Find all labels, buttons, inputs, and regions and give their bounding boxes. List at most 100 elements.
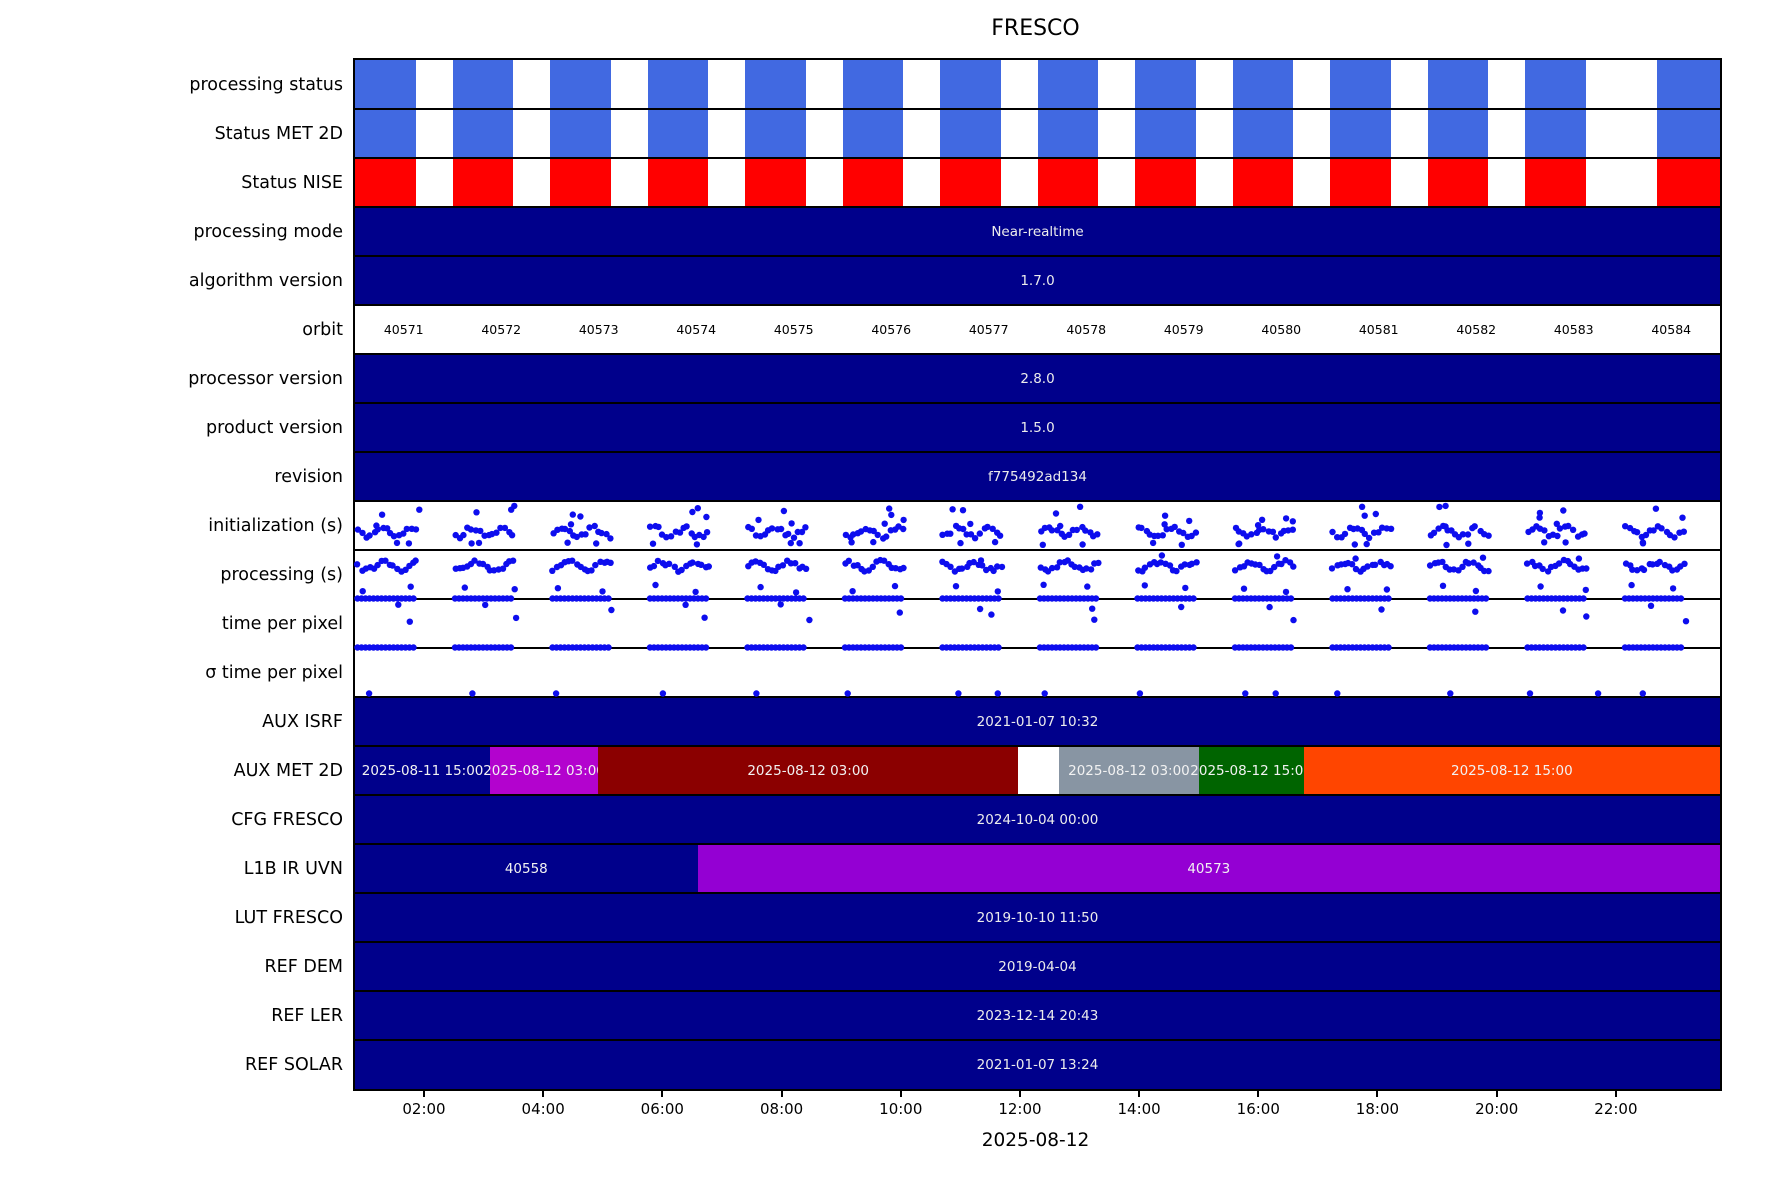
segment-value: 2025-08-12 03:00 xyxy=(1068,762,1190,779)
x-axis: 02:00 04:00 06:00 08:00 10:00 12:00 14:00 16:00… xyxy=(353,1089,1718,1133)
row-separator xyxy=(355,843,1720,845)
status-block xyxy=(355,158,416,207)
scatter-point xyxy=(374,561,381,569)
x-tick-label: 06:00 xyxy=(640,1100,684,1118)
row-label-status-met-2d: Status MET 2D xyxy=(214,123,343,144)
scatter-point xyxy=(1536,509,1544,517)
scatter-point xyxy=(678,566,685,574)
status-block xyxy=(647,109,709,158)
scatter-point xyxy=(1289,526,1296,533)
scatter-point xyxy=(382,557,389,564)
row-label-ref-dem: REF DEM xyxy=(264,956,343,977)
row-l1b-ir-uvn: L1B IR UVN 40558 40573 xyxy=(244,844,1720,893)
row-status-met-2d: Status MET 2D xyxy=(215,109,1720,158)
scatter-point xyxy=(650,562,658,570)
scatter-point xyxy=(757,583,764,591)
scatter-point xyxy=(994,563,1001,570)
scatter-point xyxy=(407,583,414,590)
scatter-point xyxy=(995,644,1002,651)
bar-value: 1.7.0 xyxy=(1020,272,1055,289)
scatter-point xyxy=(569,557,576,564)
segment-value: 2025-08-12 15:00 xyxy=(1190,762,1312,779)
scatter-point xyxy=(1430,529,1438,536)
scatter-point xyxy=(1583,613,1590,620)
timeline-segment: 2025-08-12 03:00 xyxy=(483,746,605,795)
bar-value: 2019-10-10 11:50 xyxy=(976,909,1099,926)
scatter-point xyxy=(785,530,792,538)
scatter-point xyxy=(896,609,903,616)
scatter-point xyxy=(1065,531,1073,538)
row-label-revision: revision xyxy=(274,466,343,487)
row-separator xyxy=(355,941,1720,943)
row-separator xyxy=(355,892,1720,894)
scatter-point xyxy=(1640,566,1648,574)
scatter-point xyxy=(1328,565,1336,572)
scatter-point xyxy=(800,595,807,602)
scatter-point xyxy=(1677,595,1685,602)
scatter-point xyxy=(1173,567,1180,575)
status-block xyxy=(1427,60,1489,109)
status-block xyxy=(1135,158,1196,207)
scatter-point xyxy=(689,559,696,566)
scatter-point xyxy=(1681,560,1688,567)
scatter-point xyxy=(996,532,1004,539)
row-separator xyxy=(355,206,1720,208)
row-separator xyxy=(355,696,1720,698)
scatter-point xyxy=(1154,532,1162,539)
scatter-point xyxy=(1647,602,1655,609)
scatter-point xyxy=(698,561,705,568)
row-label-cfg-fresco: CFG FRESCO xyxy=(231,809,343,830)
scatter-point xyxy=(880,557,888,564)
row-separator xyxy=(355,108,1720,110)
scatter-point xyxy=(991,538,999,546)
row-separator xyxy=(355,1039,1720,1041)
scatter-point xyxy=(599,588,606,595)
row-label-orbit: orbit xyxy=(302,319,343,340)
x-tick-mark xyxy=(899,1089,902,1097)
scatter-point xyxy=(509,557,517,564)
scatter-point xyxy=(1439,582,1447,589)
x-tick-label: 08:00 xyxy=(759,1100,804,1118)
scatter-point xyxy=(1178,541,1185,548)
scatter-point xyxy=(1186,517,1193,525)
status-block xyxy=(745,158,806,207)
scatter-point xyxy=(1329,528,1336,536)
status-block xyxy=(1427,158,1489,207)
bar-value: 2019-04-04 xyxy=(998,958,1077,975)
scatter-point xyxy=(1278,560,1285,568)
scatter-point xyxy=(654,557,662,565)
scatter-point xyxy=(1193,559,1200,566)
scatter-point xyxy=(802,565,810,572)
scatter-point xyxy=(780,507,788,515)
scatter-point xyxy=(1290,563,1297,570)
row-separator xyxy=(355,157,1720,159)
scatter-point xyxy=(1580,595,1587,602)
scatter-point xyxy=(900,525,907,533)
scatter-point xyxy=(1555,560,1563,567)
scatter-point xyxy=(354,526,362,533)
scatter-point xyxy=(1272,534,1279,541)
scatter-point xyxy=(1628,581,1635,589)
scatter-point xyxy=(468,540,475,547)
timeline-segment: 2025-08-12 15:00 xyxy=(1303,746,1720,795)
scatter-point xyxy=(1650,527,1657,534)
scatter-point xyxy=(671,563,678,570)
scatter-point xyxy=(1365,534,1373,542)
scatter-point xyxy=(1190,595,1197,602)
scatter-point xyxy=(1541,539,1548,546)
row-cfg-fresco: CFG FRESCO 2024-10-04 00:00 xyxy=(231,795,1720,844)
scatter-point xyxy=(512,614,520,622)
row-separator xyxy=(355,353,1720,355)
scatter-point xyxy=(705,563,712,570)
scatter-point xyxy=(1341,530,1349,538)
scatter-point xyxy=(1079,541,1086,548)
figure-title: FRESCO xyxy=(991,16,1080,41)
segment-value: 2025-08-11 15:00 xyxy=(361,762,484,779)
timeline-segment: 2025-08-12 03:00 xyxy=(1059,746,1199,795)
scatter-point xyxy=(1465,540,1472,547)
scatter-point xyxy=(1157,559,1164,566)
scatter-point xyxy=(1464,531,1472,538)
scatter-point xyxy=(869,563,876,570)
row-time-per-pixel: time per pixel xyxy=(222,599,1720,651)
status-block xyxy=(1037,158,1099,207)
